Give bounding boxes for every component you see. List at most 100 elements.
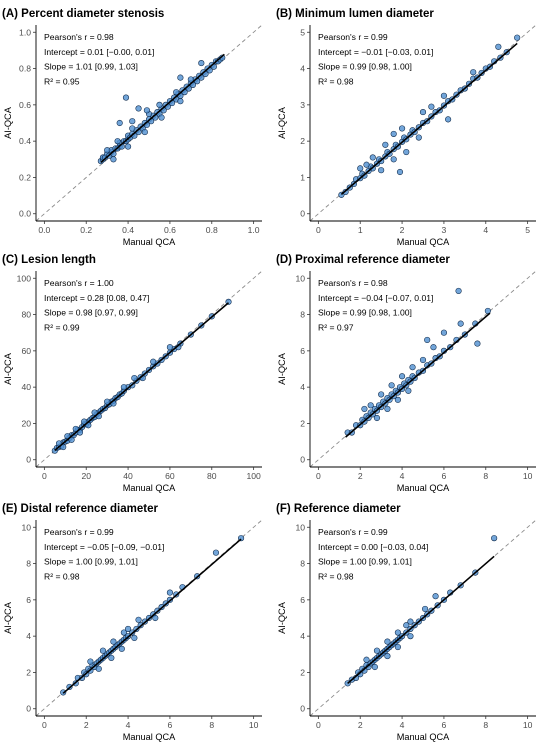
data-point (495, 43, 502, 50)
y-tick-label: 0 (26, 704, 31, 714)
data-point (445, 116, 452, 123)
data-point (409, 364, 416, 371)
y-tick-label: 1 (300, 172, 305, 182)
data-point (99, 647, 107, 654)
x-axis-label: Manual QCA (397, 237, 450, 247)
data-point (108, 654, 115, 662)
x-tick-label: 0.4 (122, 225, 134, 235)
y-tick-label: 8 (26, 559, 31, 569)
data-point (394, 396, 401, 403)
x-tick-label: 2 (400, 225, 405, 235)
data-point (371, 663, 378, 671)
data-point (141, 128, 148, 136)
data-point (118, 645, 125, 652)
regression-line (345, 312, 491, 438)
y-tick-label: 0 (26, 455, 31, 465)
y-tick-label: 80 (21, 310, 31, 320)
data-point (357, 165, 364, 172)
x-tick-label: 8 (483, 471, 488, 481)
y-tick-label: 0.0 (19, 209, 31, 219)
x-tick-label: 0.6 (164, 225, 176, 235)
y-tick-label: 4 (300, 382, 305, 392)
y-tick-label: 5 (300, 27, 305, 37)
data-point (166, 589, 174, 596)
data-point (367, 402, 374, 409)
data-point (457, 320, 464, 327)
data-point (403, 622, 410, 629)
x-tick-label: 6 (442, 720, 447, 730)
data-point (428, 103, 435, 110)
y-tick-label: 0 (300, 455, 305, 465)
y-tick-label: 6 (26, 595, 31, 605)
data-point (91, 409, 98, 416)
data-point (104, 398, 111, 405)
data-point (173, 89, 180, 96)
panel-title: (F) Reference diameter (276, 503, 401, 515)
data-point (405, 387, 412, 394)
stat-line: Intercept = 0.00 [−0.03, 0.04] (318, 542, 428, 552)
x-axis-label: Manual QCA (397, 732, 450, 742)
x-tick-label: 1.0 (248, 225, 260, 235)
stat-line: R² = 0.98 (44, 571, 80, 581)
x-tick-label: 6 (442, 471, 447, 481)
data-point (398, 125, 406, 132)
y-tick-label: 4 (26, 631, 31, 641)
stat-line: R² = 0.99 (44, 322, 80, 332)
stat-line: Slope = 0.99 [0.98, 1.00] (318, 308, 412, 318)
y-tick-label: 8 (300, 559, 305, 569)
data-point (135, 616, 142, 623)
y-tick-label: 0 (300, 704, 305, 714)
y-tick-label: 20 (21, 418, 31, 428)
y-tick-label: 3 (300, 100, 305, 110)
x-tick-label: 0.8 (206, 225, 218, 235)
data-point (129, 118, 136, 125)
data-point (388, 382, 395, 389)
x-tick-label: 2 (358, 720, 363, 730)
stat-line: Slope = 0.99 [0.98, 1.00] (318, 62, 412, 72)
data-point (156, 101, 163, 108)
data-point (122, 94, 130, 101)
y-tick-label: 1.0 (19, 27, 31, 37)
data-point (432, 593, 439, 600)
x-tick-label: 40 (123, 471, 133, 481)
x-tick-label: 4 (400, 720, 405, 730)
data-point (382, 141, 389, 148)
y-tick-label: 8 (300, 310, 305, 320)
y-axis-label: AI-QCA (3, 352, 13, 385)
stat-line: Pearson's r = 0.99 (318, 527, 388, 537)
data-point (419, 109, 427, 116)
panel-title: (B) Minimum lumen diameter (276, 8, 434, 20)
x-tick-label: 8 (483, 720, 488, 730)
x-tick-label: 0 (316, 720, 321, 730)
data-point (373, 414, 381, 422)
y-tick-label: 4 (300, 64, 305, 74)
y-tick-label: 2 (300, 667, 305, 677)
data-point (398, 373, 406, 380)
panel-title: (E) Distal reference diameter (2, 503, 158, 515)
x-tick-label: 4 (126, 720, 131, 730)
y-tick-label: 6 (300, 595, 305, 605)
data-point (373, 647, 381, 654)
x-tick-label: 3 (442, 225, 447, 235)
data-point (378, 167, 385, 174)
data-point (396, 168, 404, 176)
data-point (407, 633, 414, 640)
data-point (116, 119, 123, 127)
x-tick-label: 10 (523, 720, 533, 730)
data-point (390, 156, 397, 163)
y-axis-label: AI-QCA (277, 352, 287, 385)
data-point (198, 60, 205, 67)
data-point (470, 69, 477, 76)
data-point (110, 638, 117, 645)
data-point (384, 638, 391, 645)
data-point (120, 629, 127, 636)
data-point (166, 344, 174, 351)
x-tick-label: 0 (42, 720, 47, 730)
data-point (131, 374, 138, 382)
panel-2: (B) Minimum lumen diameter 0 0 1 1 2 2 3 3 4 4 5 5 Ma… (276, 8, 537, 247)
regression-line (62, 538, 242, 694)
data-point (120, 384, 127, 391)
stat-line: Pearson's r = 0.98 (318, 278, 388, 288)
data-point (110, 156, 117, 163)
x-tick-label: 10 (249, 720, 259, 730)
